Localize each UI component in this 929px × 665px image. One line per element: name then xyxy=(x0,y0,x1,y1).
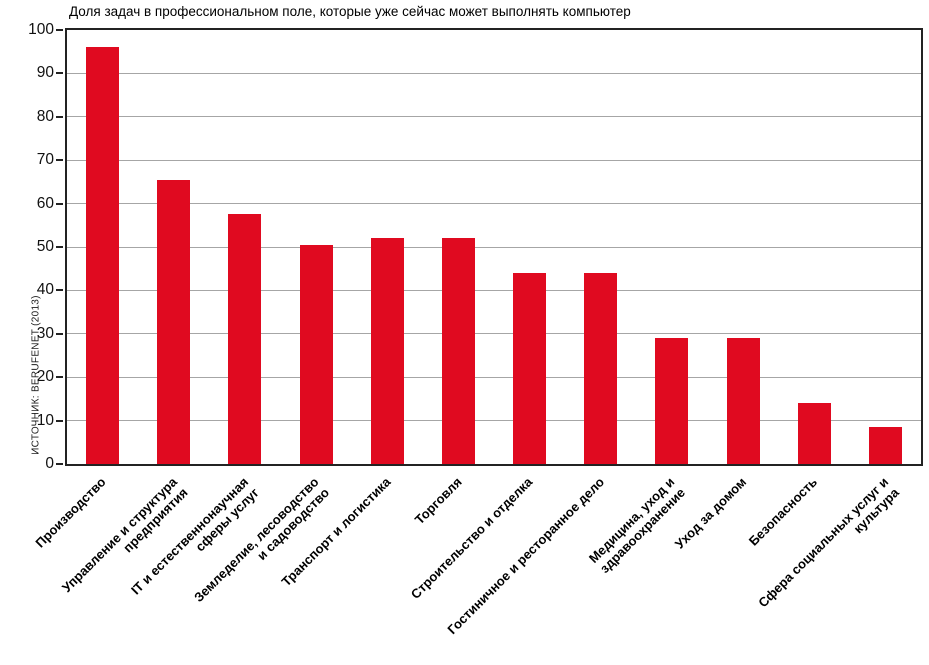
y-tick-label-50: 50 xyxy=(36,238,54,255)
category-label-6: Торговля xyxy=(411,474,465,528)
category-label-8: Гостиничное и ресторанное дело xyxy=(443,474,607,638)
category-label-11: Безопасность xyxy=(745,474,821,549)
bar-6 xyxy=(441,238,475,464)
y-tick-mark-0 xyxy=(56,463,63,465)
gridline-20 xyxy=(67,376,921,378)
gridline-70 xyxy=(67,159,921,161)
y-tick-mark-30 xyxy=(56,332,63,335)
bar-10 xyxy=(726,338,760,464)
y-tick-mark-20 xyxy=(56,376,63,379)
y-tick-label-30: 30 xyxy=(36,324,54,342)
gridline-10 xyxy=(67,420,921,422)
bar-11 xyxy=(797,403,831,464)
y-tick-label-100: 100 xyxy=(28,21,54,38)
y-tick-mark-60 xyxy=(56,202,63,205)
category-label-10: Уход за домом xyxy=(671,474,749,552)
y-tick-mark-100 xyxy=(56,29,63,31)
y-tick-label-70: 70 xyxy=(36,151,54,169)
bar-8 xyxy=(584,273,618,464)
bar-2 xyxy=(157,179,191,464)
chart-title: Доля задач в профессиональном поле, кото… xyxy=(69,4,631,19)
y-tick-mark-80 xyxy=(56,115,63,118)
y-tick-mark-90 xyxy=(56,72,63,75)
y-tick-mark-70 xyxy=(56,159,63,162)
y-tick-mark-10 xyxy=(56,419,63,422)
gridline-30 xyxy=(67,333,921,335)
bar-7 xyxy=(513,273,547,464)
y-tick-label-0: 0 xyxy=(45,455,54,472)
y-tick-label-90: 90 xyxy=(36,64,54,82)
y-tick-label-40: 40 xyxy=(36,281,54,299)
y-tick-mark-50 xyxy=(56,246,63,248)
y-tick-label-20: 20 xyxy=(36,368,54,386)
plot-area xyxy=(65,28,923,466)
category-label-7: Строительство и отделка xyxy=(407,474,536,602)
gridline-60 xyxy=(67,203,921,205)
bar-1 xyxy=(86,47,120,464)
bar-12 xyxy=(868,427,902,464)
y-tick-label-80: 80 xyxy=(36,107,54,125)
bar-5 xyxy=(370,238,404,464)
category-label-1: Производство xyxy=(32,474,109,551)
y-tick-label-60: 60 xyxy=(36,194,54,212)
bar-9 xyxy=(655,338,689,464)
category-label-12: Сфера социальных услуг и культура xyxy=(755,474,902,611)
bar-3 xyxy=(228,214,262,464)
bar-4 xyxy=(299,244,333,464)
gridline-50 xyxy=(67,246,921,248)
gridline-90 xyxy=(67,72,921,74)
gridline-40 xyxy=(67,289,921,291)
gridline-80 xyxy=(67,116,921,118)
y-tick-label-10: 10 xyxy=(36,411,54,429)
y-tick-mark-40 xyxy=(56,289,63,292)
